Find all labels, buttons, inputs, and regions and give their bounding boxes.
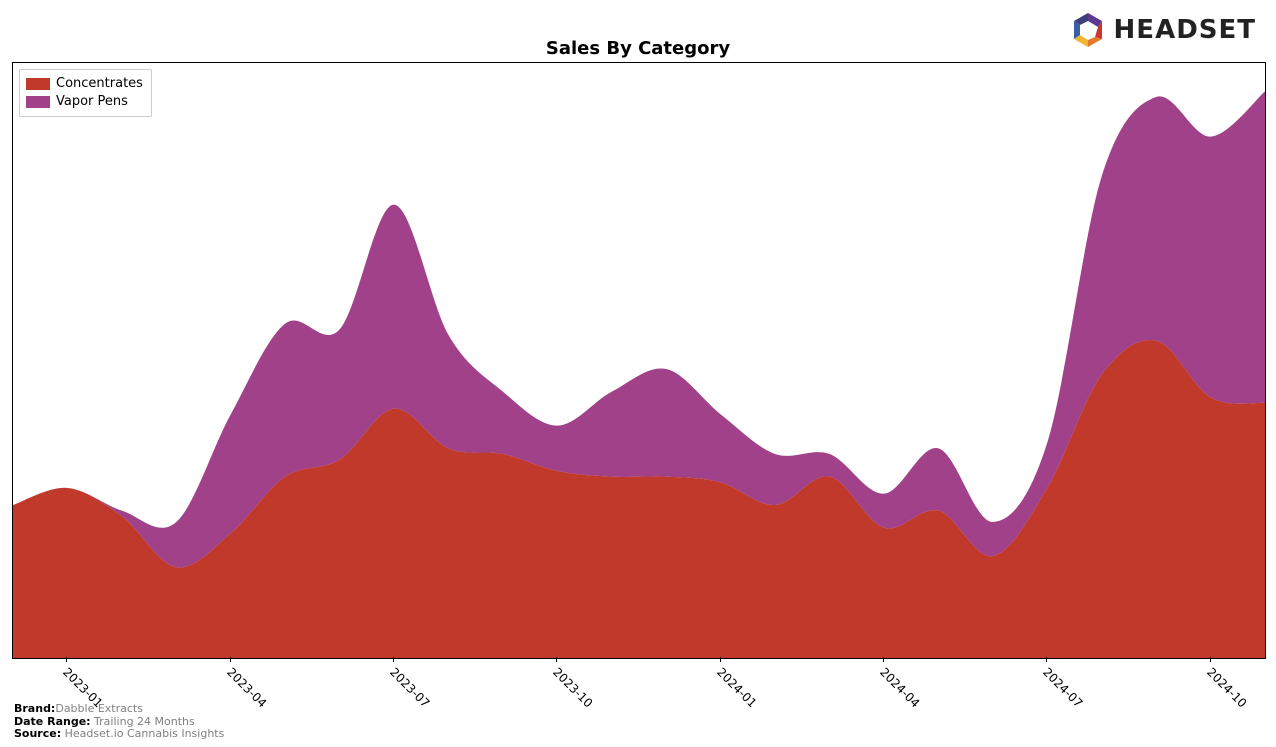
footer-key: Brand: — [14, 702, 55, 715]
x-tick-label: 2024-07 — [1040, 665, 1085, 710]
footer-value: Headset.io Cannabis Insights — [61, 727, 224, 740]
chart-container: Sales By Category HEADSET Concentrates V… — [0, 0, 1276, 747]
x-tick-label: 2024-01 — [714, 665, 759, 710]
legend-label: Vapor Pens — [56, 93, 128, 111]
plot-area: Concentrates Vapor Pens — [12, 62, 1266, 659]
legend-item: Concentrates — [26, 75, 143, 93]
footer-key: Source: — [14, 727, 61, 740]
legend-label: Concentrates — [56, 75, 143, 93]
brand-logo-text: HEADSET — [1114, 15, 1256, 45]
chart-footer: Brand:Dabble ExtractsDate Range: Trailin… — [14, 703, 224, 741]
x-tick-mark — [1046, 657, 1047, 662]
brand-logo: HEADSET — [1068, 10, 1256, 50]
x-tick-mark — [883, 657, 884, 662]
legend-item: Vapor Pens — [26, 93, 143, 111]
x-tick-mark — [1210, 657, 1211, 662]
x-tick-label: 2023-04 — [224, 665, 269, 710]
legend: Concentrates Vapor Pens — [19, 69, 152, 117]
x-tick-label: 2024-10 — [1204, 665, 1249, 710]
headset-logo-icon — [1068, 10, 1108, 50]
x-tick-mark — [66, 657, 67, 662]
footer-value: Dabble Extracts — [55, 702, 143, 715]
footer-key: Date Range: — [14, 715, 91, 728]
x-tick-mark — [556, 657, 557, 662]
stacked-area-svg — [13, 63, 1265, 658]
x-tick-label: 2024-04 — [877, 665, 922, 710]
x-tick-label: 2023-07 — [387, 665, 432, 710]
x-tick-mark — [230, 657, 231, 662]
legend-swatch-vapor-pens — [26, 96, 50, 108]
x-tick-mark — [720, 657, 721, 662]
legend-swatch-concentrates — [26, 78, 50, 90]
footer-value: Trailing 24 Months — [91, 715, 195, 728]
x-tick-label: 2023-10 — [550, 665, 595, 710]
footer-line: Source: Headset.io Cannabis Insights — [14, 728, 224, 741]
x-tick-mark — [393, 657, 394, 662]
